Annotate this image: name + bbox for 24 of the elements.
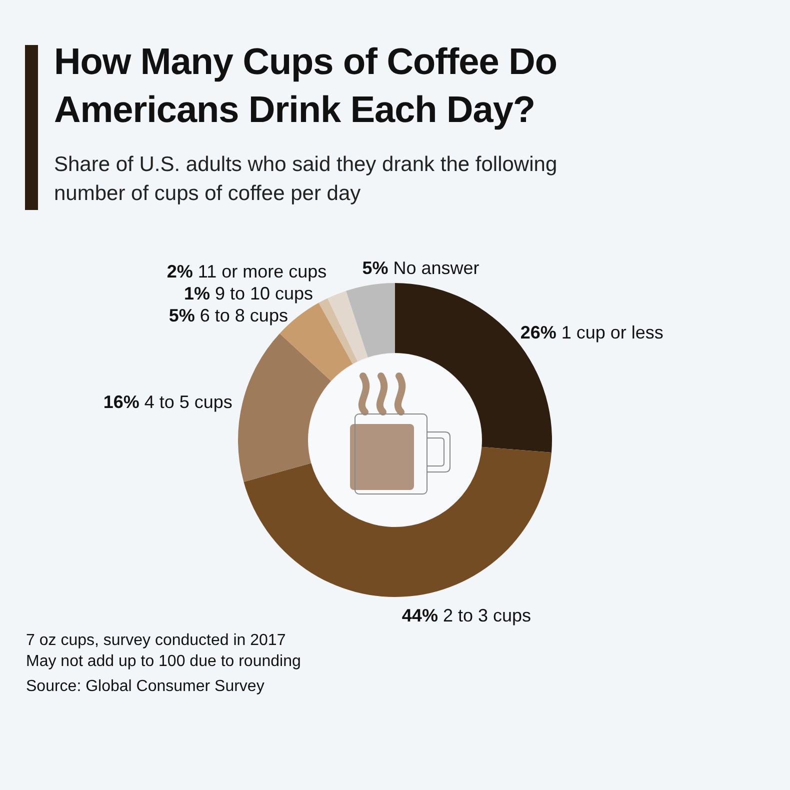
data-label: 16% bbox=[103, 392, 140, 412]
chart-title: How Many Cups of Coffee Do Americans Drink Each Day? bbox=[54, 40, 558, 132]
text: May not add up to 100 due to rounding bbox=[26, 652, 301, 672]
data-label: 5% bbox=[362, 258, 388, 278]
text: 7 oz cups, survey conducted in 2017 bbox=[26, 631, 287, 651]
data-label: 5% bbox=[168, 306, 195, 326]
data-label: 1% bbox=[184, 284, 210, 304]
source-note: Source: Global Consumer Survey bbox=[26, 677, 266, 697]
chart-subtitle: Share of U.S. adults who said they drank the following number of cups of coffee per day bbox=[54, 152, 558, 207]
slice-label: 4 to 5 cups bbox=[144, 392, 232, 412]
donut-slice bbox=[238, 333, 332, 482]
donut-slice bbox=[244, 446, 552, 597]
donut-slice bbox=[346, 283, 395, 358]
slice-label: 6 to 8 cups bbox=[200, 306, 288, 326]
data-label: 44% bbox=[402, 605, 438, 626]
slice-label: 9 to 10 cups bbox=[214, 284, 314, 304]
donut-slice bbox=[318, 298, 358, 364]
slice-label: 2 to 3 cups bbox=[442, 605, 532, 626]
donut-slice bbox=[328, 290, 368, 362]
slice-label: 11 or more cups bbox=[198, 262, 327, 282]
slice-label: No answer bbox=[393, 258, 480, 278]
slice-label: 1 cup or less bbox=[561, 322, 664, 342]
data-label: 26% bbox=[520, 322, 556, 342]
data-label: 2% bbox=[166, 262, 193, 282]
